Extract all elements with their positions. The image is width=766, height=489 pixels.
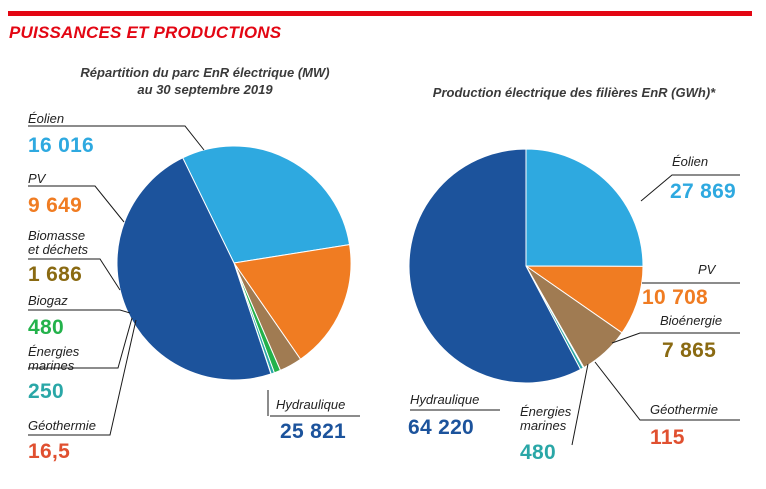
- leader-pv: [28, 185, 125, 223]
- chart2-value-bioenergie: 7 865: [662, 339, 717, 362]
- chart2-label-marines: Énergies marines: [520, 405, 571, 433]
- chart1-label-biogaz: Biogaz: [28, 293, 68, 308]
- chart2-label-geothermie: Géothermie: [650, 402, 718, 417]
- chart1-value-eolien: 16 016: [28, 134, 95, 157]
- chart1-value-biogaz: 480: [28, 316, 64, 339]
- chart2-label-eolien: Éolien: [672, 154, 709, 169]
- leader-eolien: [28, 125, 205, 151]
- leader-biogaz: [28, 309, 131, 314]
- chart1-title: Répartition du parc EnR électrique (MW) …: [60, 64, 350, 98]
- chart1-label-biomasse: Biomasse et déchets: [28, 229, 88, 257]
- leader2-marines: [571, 363, 589, 446]
- chart1-label-biomasse-line1: Biomasse: [28, 228, 86, 243]
- leader-biomasse: [28, 258, 121, 291]
- chart1-title-line1: Répartition du parc EnR électrique (MW): [80, 65, 330, 80]
- chart2-label-marines-line1: Énergies: [520, 404, 572, 419]
- section-title: PUISSANCES ET PRODUCTIONS: [9, 23, 282, 42]
- header-rule: [8, 11, 752, 16]
- chart1-label-pv: PV: [28, 171, 46, 186]
- chart2-value-marines: 480: [520, 441, 556, 464]
- chart1-slice-hydraulique: [116, 157, 272, 381]
- chart1-label-hydraulique: Hydraulique: [276, 397, 346, 412]
- chart1-label-eolien: Éolien: [28, 111, 65, 126]
- chart2-value-hydraulique: 64 220: [408, 416, 475, 439]
- chart2-label-pv: PV: [698, 262, 716, 277]
- leader-geothermie: [28, 319, 137, 436]
- leader-marines: [28, 317, 133, 369]
- chart2-value-pv: 10 708: [642, 286, 709, 309]
- chart2-slice-hydraulique: [408, 148, 582, 384]
- chart2-label-bioenergie: Bioénergie: [660, 313, 723, 328]
- chart1-value-geothermie: 16,5: [28, 440, 71, 463]
- chart1-title-line2: au 30 septembre 2019: [137, 82, 273, 97]
- leader2-geothermie: [594, 361, 740, 421]
- chart1-value-pv: 9 649: [28, 194, 83, 217]
- chart2-title-line1: Production électrique des filières EnR (…: [432, 85, 716, 100]
- leader-lines: [28, 125, 740, 446]
- chart2-slice-eolien: [525, 148, 644, 267]
- chart1-value-marines: 250: [28, 380, 64, 403]
- chart1-pie: [116, 145, 352, 381]
- chart1-label-geothermie: Géothermie: [28, 418, 96, 433]
- chart1-value-biomasse: 1 686: [28, 263, 83, 286]
- chart1-label-marines-line2: marines: [28, 358, 75, 373]
- chart1-value-hydraulique: 25 821: [280, 420, 347, 443]
- chart2-value-geothermie: 115: [650, 426, 685, 449]
- chart1-slice-eolien: [182, 145, 351, 264]
- chart2-title: Production électrique des filières EnR (…: [414, 84, 734, 101]
- chart2-pie: [408, 148, 644, 384]
- chart1-label-marines: Énergies marines: [28, 345, 79, 373]
- chart2-label-marines-line2: marines: [520, 418, 567, 433]
- leader2-bioenergie: [611, 332, 740, 344]
- chart2-value-eolien: 27 869: [670, 180, 737, 203]
- chart1-label-marines-line1: Énergies: [28, 344, 80, 359]
- leader2-eolien: [640, 174, 740, 202]
- chart2-label-hydraulique: Hydraulique: [410, 392, 480, 407]
- chart1-slice-pv: [233, 243, 352, 360]
- chart1-label-biomasse-line2: et déchets: [28, 242, 88, 257]
